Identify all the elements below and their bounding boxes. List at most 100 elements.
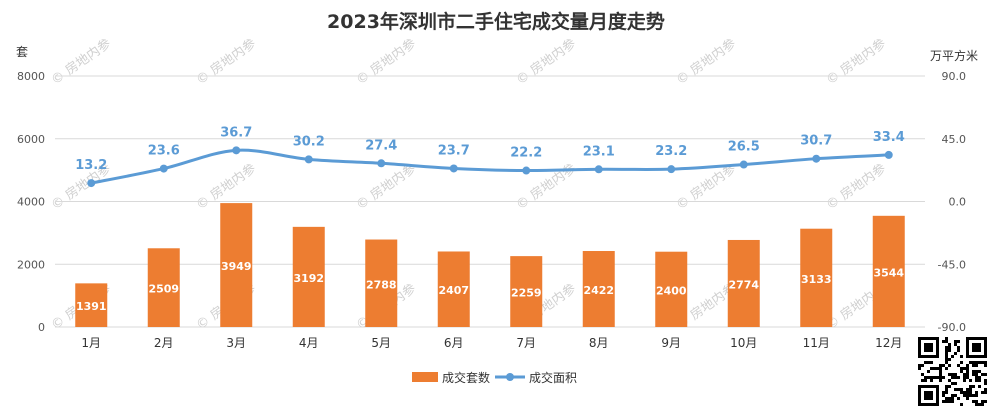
qr-module — [984, 388, 987, 391]
line-value-label: 27.4 — [365, 138, 397, 153]
qr-module — [951, 373, 954, 376]
qr-module — [945, 352, 948, 355]
qr-module — [939, 376, 942, 379]
qr-module — [948, 346, 951, 349]
legend-label-line: 成交面积 — [529, 370, 577, 385]
qr-module — [963, 376, 966, 379]
line-point — [739, 160, 748, 169]
qr-module — [930, 367, 933, 370]
qr-module — [978, 376, 981, 379]
qr-module — [945, 340, 948, 343]
qr-module — [981, 403, 984, 406]
qr-module — [972, 364, 975, 367]
qr-module — [954, 388, 957, 391]
qr-module — [951, 400, 954, 403]
qr-module — [945, 397, 948, 400]
bar-value-label: 2788 — [366, 278, 397, 291]
qr-module — [957, 349, 960, 352]
qr-module — [936, 376, 939, 379]
line-point — [667, 165, 676, 174]
left-tick-label: 2000 — [17, 258, 45, 271]
qr-module — [969, 388, 972, 391]
bar — [582, 251, 615, 327]
qr-module — [945, 337, 948, 340]
qr-module — [921, 373, 924, 376]
qr-module — [939, 373, 942, 376]
left-tick-label: 8000 — [17, 70, 45, 83]
qr-finder-center — [924, 391, 933, 400]
qr-finder-center — [972, 343, 981, 352]
qr-module — [972, 361, 975, 364]
qr-module — [945, 346, 948, 349]
qr-module — [969, 391, 972, 394]
qr-module — [957, 376, 960, 379]
category-label: 5月 — [371, 336, 391, 350]
line-point — [159, 164, 168, 173]
right-tick-label: 45.0 — [942, 133, 967, 146]
qr-module — [945, 361, 948, 364]
qr-module — [945, 400, 948, 403]
qr-module — [966, 364, 969, 367]
qr-finder-center — [924, 343, 933, 352]
right-tick-label: -90.0 — [938, 321, 966, 334]
line-point — [522, 166, 531, 175]
category-label: 4月 — [299, 336, 319, 350]
right-tick-label: 0.0 — [949, 196, 967, 209]
qr-module — [948, 349, 951, 352]
qr-module — [930, 376, 933, 379]
qr-module — [960, 355, 963, 358]
qr-module — [963, 391, 966, 394]
category-label: 8月 — [589, 336, 609, 350]
qr-module — [948, 343, 951, 346]
qr-module — [981, 361, 984, 364]
qr-module — [984, 373, 987, 376]
qr-module — [954, 343, 957, 346]
bar-value-label: 3544 — [873, 266, 904, 279]
watermark-text: © 房地内参 — [513, 36, 579, 89]
qr-module — [927, 370, 930, 373]
qr-module — [933, 367, 936, 370]
right-axis-unit: 万平方米 — [930, 48, 978, 63]
qr-module — [954, 394, 957, 397]
bar — [365, 239, 398, 327]
right-axis-ticks: -90.0 -45.0 0.0 45.0 90.0 — [938, 70, 966, 334]
qr-module — [948, 373, 951, 376]
bar-value-label: 2259 — [511, 287, 542, 300]
legend: 成交套数 成交面积 — [412, 370, 577, 385]
qr-module — [951, 397, 954, 400]
bar-series: 1391 2509 3949 3192 2788 2407 2259 2422 2400 2774… — [75, 203, 905, 327]
watermark-text: © 房地内参 — [193, 36, 259, 89]
legend-swatch-bar — [412, 372, 438, 382]
qr-module — [936, 367, 939, 370]
qr-module — [972, 373, 975, 376]
qr-module — [942, 364, 945, 367]
chart-title: 2023年深圳市二手住宅成交量月度走势 — [327, 10, 665, 33]
qr-module — [975, 403, 978, 406]
qr-code — [916, 335, 989, 408]
qr-module — [966, 373, 969, 376]
qr-module — [984, 400, 987, 403]
left-tick-label: 4000 — [17, 196, 45, 209]
line-point — [812, 154, 821, 163]
qr-module — [948, 385, 951, 388]
qr-module — [939, 370, 942, 373]
qr-module — [924, 376, 927, 379]
legend-swatch-dot — [506, 373, 514, 381]
left-axis-unit: 套 — [16, 45, 28, 59]
category-label: 6月 — [444, 336, 464, 350]
qr-module — [966, 370, 969, 373]
qr-module — [930, 379, 933, 382]
qr-module — [918, 364, 921, 367]
qr-module — [957, 340, 960, 343]
qr-module — [975, 394, 978, 397]
qr-module — [960, 391, 963, 394]
qr-module — [930, 361, 933, 364]
qr-module — [957, 397, 960, 400]
qr-module — [984, 391, 987, 394]
qr-module — [969, 385, 972, 388]
qr-module — [969, 361, 972, 364]
qr-module — [960, 388, 963, 391]
qr-module — [924, 361, 927, 364]
qr-module — [975, 400, 978, 403]
qr-module — [954, 352, 957, 355]
